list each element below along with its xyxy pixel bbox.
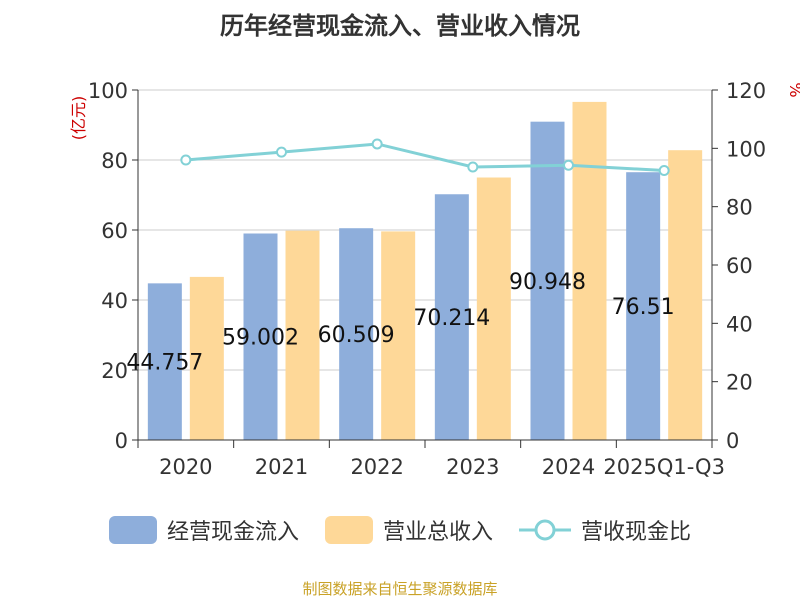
y-right-tick-label: 20 <box>726 371 753 395</box>
bar-cash-inflow <box>243 233 278 440</box>
bars <box>147 101 703 441</box>
y-right-tick-label: 60 <box>726 254 753 278</box>
data-label-cash-inflow: 60.509 <box>318 323 395 348</box>
legend-line-icon <box>519 519 571 541</box>
bar-revenue <box>572 101 607 441</box>
data-label-cash-inflow: 59.002 <box>222 326 299 351</box>
legend-swatch-cash-inflow <box>108 516 157 544</box>
bar-cash-inflow <box>530 121 565 440</box>
y-left-axis-label: (亿元) <box>69 96 88 141</box>
y-right-tick-label: 100 <box>726 137 766 161</box>
ratio-polyline <box>185 142 665 172</box>
y-left-tick-label: 60 <box>101 219 128 243</box>
bar-cash-inflow <box>339 228 374 440</box>
ratio-point <box>658 165 670 176</box>
ratio-line <box>180 138 670 176</box>
y-right-tick-label: 40 <box>726 312 753 336</box>
y-right-tick-label: 80 <box>726 196 753 220</box>
data-label-cash-inflow: 70.214 <box>413 306 490 331</box>
bar-revenue <box>476 177 511 440</box>
legend-label-ratio: 营收现金比 <box>581 520 692 545</box>
legend-item-revenue[interactable]: 营业总收入 <box>324 514 493 546</box>
bar-revenue <box>668 150 703 440</box>
bar-revenue <box>381 231 416 440</box>
data-labels: 44.757 59.002 60.509 70.214 90.948 76.51 <box>126 270 674 376</box>
bar-cash-inflow <box>147 283 182 440</box>
x-tick-label: 2022 <box>350 455 403 479</box>
y-right-tick-label: 120 <box>726 79 766 103</box>
bar-cash-inflow <box>626 172 661 440</box>
data-label-cash-inflow: 76.51 <box>612 295 675 320</box>
y-left-tick-label: 80 <box>101 149 128 173</box>
legend-label-cash-inflow: 经营现金流入 <box>166 520 299 545</box>
x-tick-label: 2024 <box>542 455 595 479</box>
ratio-point <box>180 154 192 166</box>
legend-label-revenue: 营业总收入 <box>382 520 493 545</box>
ratio-point <box>563 159 574 171</box>
data-label-cash-inflow: 90.948 <box>509 270 586 295</box>
y-left-tick-label: 100 <box>88 79 128 103</box>
y-right-axis-label: % <box>786 82 800 97</box>
legend: 经营现金流入 营业总收入 营收现金比 <box>0 514 800 546</box>
y-right-tick-label: 0 <box>726 429 739 453</box>
x-tick-label: 2020 <box>159 455 212 479</box>
ratio-point <box>371 138 383 150</box>
bar-revenue <box>285 230 320 440</box>
bar-revenue <box>189 276 224 440</box>
axes: 0 20 40 60 80 100 0 20 40 60 80 100 120 (亿元)% 2020 2021… <box>69 79 800 479</box>
chart: 0 20 40 60 80 100 0 20 40 60 80 100 120 (亿元)% 2020 2021… <box>69 79 800 479</box>
ratio-point <box>276 146 287 158</box>
data-label-cash-inflow: 44.757 <box>126 351 203 376</box>
footer-source: 制图数据来自恒生聚源数据库 <box>302 580 498 598</box>
x-tick-label: 2025Q1-Q3 <box>603 455 725 479</box>
x-tick-label: 2021 <box>255 455 308 479</box>
ratio-point <box>467 161 479 173</box>
y-left-tick-label: 20 <box>101 359 128 383</box>
bar-cash-inflow <box>434 194 469 440</box>
y-left-tick-label: 40 <box>101 289 128 313</box>
legend-swatch-revenue <box>324 516 373 544</box>
y-left-tick-label: 0 <box>115 429 128 453</box>
legend-item-ratio[interactable]: 营收现金比 <box>519 514 691 546</box>
legend-item-cash-inflow[interactable]: 经营现金流入 <box>108 514 299 546</box>
x-tick-label: 2023 <box>446 455 499 479</box>
gridlines <box>138 89 712 441</box>
chart-title: 历年经营现金流入、营业收入情况 <box>220 12 580 40</box>
